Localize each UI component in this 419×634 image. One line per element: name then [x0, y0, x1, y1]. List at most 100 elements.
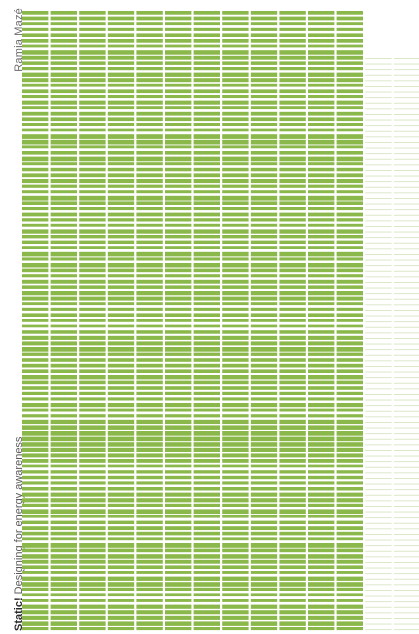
- green-bar: [222, 50, 249, 55]
- green-bar: [165, 330, 192, 334]
- green-bar: [336, 543, 363, 548]
- faint-bar: [365, 578, 392, 580]
- green-bar: [107, 33, 135, 37]
- green-bar: [79, 587, 106, 591]
- green-bar: [165, 302, 192, 306]
- green-bar: [250, 285, 278, 289]
- green-bar: [336, 391, 363, 395]
- green-bar: [336, 621, 363, 626]
- green-bar: [250, 481, 278, 485]
- green-bar: [250, 498, 278, 503]
- faint-bar: [393, 612, 419, 614]
- faint-bar: [365, 186, 392, 188]
- green-bar: [79, 408, 106, 412]
- green-bar: [308, 537, 335, 541]
- green-bar: [165, 274, 192, 278]
- faint-bar: [393, 164, 419, 166]
- green-bar: [107, 386, 135, 390]
- green-bar: [107, 604, 135, 609]
- green-bar: [50, 246, 77, 249]
- green-bar: [250, 235, 278, 239]
- green-bar: [308, 453, 335, 458]
- faint-bar: [365, 248, 392, 250]
- green-bar: [22, 464, 49, 468]
- green-bar: [279, 330, 306, 334]
- green-bar: [165, 459, 192, 463]
- green-bar: [136, 470, 163, 474]
- faint-bar: [393, 562, 419, 563]
- green-bar: [50, 380, 77, 385]
- green-bar: [336, 363, 363, 368]
- green-bar: [336, 279, 363, 284]
- green-bar: [193, 313, 220, 317]
- green-bar: [222, 184, 249, 188]
- green-bar: [50, 615, 77, 620]
- green-bar: [308, 72, 335, 77]
- green-bar: [336, 335, 363, 340]
- green-bar: [250, 442, 278, 447]
- green-bar: [222, 604, 249, 609]
- green-bar: [250, 67, 278, 71]
- green-bar: [50, 335, 77, 340]
- green-bar: [79, 358, 106, 362]
- green-bar: [250, 44, 278, 48]
- green-bar: [22, 229, 49, 234]
- faint-bar: [393, 276, 419, 278]
- green-bar: [336, 509, 363, 515]
- green-bar: [79, 195, 106, 201]
- green-bar: [165, 526, 192, 531]
- green-bar: [136, 587, 163, 591]
- green-bar: [136, 498, 163, 503]
- green-bar: [193, 386, 220, 390]
- green-bar: [308, 475, 335, 480]
- green-bar: [250, 184, 278, 188]
- green-bar: [165, 100, 192, 105]
- green-bar: [222, 145, 249, 149]
- green-bar: [50, 179, 77, 184]
- faint-bar: [393, 326, 419, 328]
- green-bar: [136, 520, 163, 524]
- green-bar: [79, 548, 106, 553]
- green-bar: [336, 565, 363, 569]
- green-bar: [308, 134, 335, 139]
- green-bar: [336, 610, 363, 615]
- green-bar: [279, 520, 306, 524]
- green-bar: [336, 251, 363, 257]
- green-bar: [193, 61, 220, 65]
- green-bar: [222, 442, 249, 447]
- green-bar: [250, 554, 278, 559]
- green-bar: [279, 195, 306, 201]
- green-bar: [22, 408, 49, 412]
- green-bar: [308, 442, 335, 447]
- green-bar: [50, 100, 77, 105]
- faint-bar: [365, 114, 392, 115]
- green-bar: [22, 559, 49, 564]
- green-bar: [136, 576, 163, 581]
- green-bar: [136, 604, 163, 609]
- green-bar: [279, 515, 306, 518]
- green-bar: [279, 128, 306, 132]
- faint-bar: [365, 153, 392, 155]
- faint-bar: [365, 332, 392, 334]
- green-bar: [136, 44, 163, 48]
- faint-bar: [365, 287, 392, 289]
- green-bar: [193, 537, 220, 541]
- green-bar: [79, 223, 106, 227]
- green-bar: [279, 554, 306, 559]
- green-bar: [79, 369, 106, 373]
- green-bar: [193, 470, 220, 474]
- green-bar: [250, 61, 278, 65]
- green-bar: [22, 319, 49, 322]
- green-bar: [250, 492, 278, 497]
- green-bar: [79, 285, 106, 289]
- green-bar: [165, 347, 192, 352]
- green-bar: [250, 279, 278, 284]
- green-bar: [308, 352, 335, 356]
- green-bar: [107, 582, 135, 587]
- green-bar: [308, 582, 335, 587]
- green-bar: [279, 95, 306, 99]
- green-bar: [336, 117, 363, 122]
- green-bar: [79, 173, 106, 178]
- green-bar: [336, 548, 363, 553]
- green-bar: [79, 559, 106, 564]
